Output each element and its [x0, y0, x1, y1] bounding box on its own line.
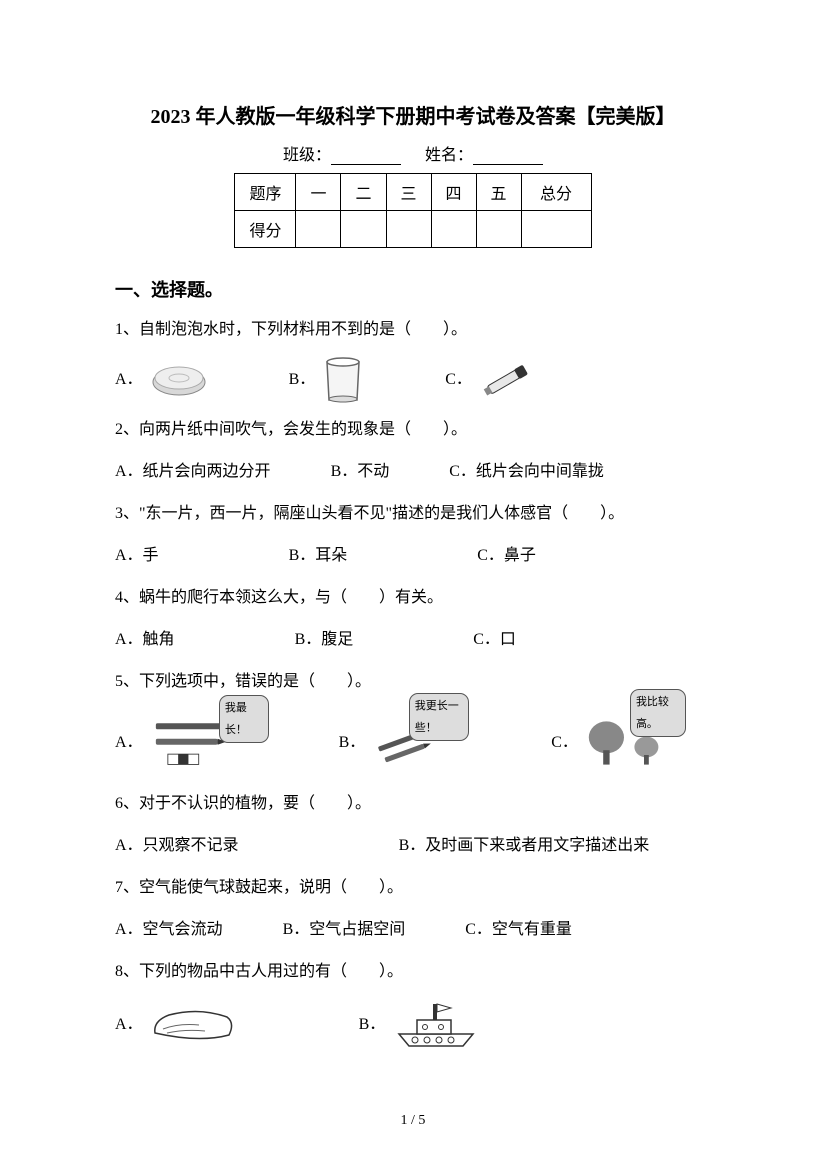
option-label: B． — [359, 1009, 386, 1041]
exam-title: 2023 年人教版一年级科学下册期中考试卷及答案【完美版】 — [115, 100, 711, 129]
option-label: A． — [115, 1009, 143, 1041]
option-c: C． 我比较高。 — [551, 708, 734, 778]
option-a: A．纸片会向两边分开 — [115, 456, 271, 488]
option-b: B． — [359, 998, 482, 1052]
score-cell[interactable] — [521, 211, 591, 248]
header-cell: 三 — [386, 174, 431, 211]
options-row: A．空气会流动 B．空气占据空间 C．空气有重量 — [115, 914, 711, 946]
question-text: 2、向两片纸中间吹气，会发生的现象是（ ）。 — [115, 414, 711, 446]
option-a: A．空气会流动 — [115, 914, 223, 946]
speech-bubble: 我最长！ — [219, 695, 269, 743]
header-cell: 一 — [296, 174, 341, 211]
options-row: A． B． — [115, 998, 711, 1052]
option-label: B． — [339, 727, 366, 759]
options-row: A．手 B．耳朵 C．鼻子 — [115, 540, 711, 572]
name-label: 姓名： — [425, 147, 473, 164]
option-a: A．手 — [115, 540, 159, 572]
speech-bubble: 我更长一些！ — [409, 693, 470, 741]
option-label: A． — [115, 727, 143, 759]
score-cell[interactable] — [341, 211, 386, 248]
table-row: 题序 一 二 三 四 五 总分 — [235, 174, 591, 211]
option-c: C．空气有重量 — [465, 914, 572, 946]
option-c: C． — [445, 360, 534, 400]
option-c: C．口 — [473, 624, 516, 656]
score-cell[interactable] — [386, 211, 431, 248]
option-label: A． — [115, 364, 143, 396]
header-cell: 总分 — [521, 174, 591, 211]
class-blank[interactable] — [331, 147, 401, 165]
options-row: A． B． C． — [115, 356, 711, 404]
section-heading: 一、选择题。 — [115, 276, 711, 302]
glass-icon — [321, 356, 365, 404]
header-cell: 四 — [431, 174, 476, 211]
score-cell[interactable] — [431, 211, 476, 248]
header-cell: 二 — [341, 174, 386, 211]
table-row: 得分 — [235, 211, 591, 248]
marker-icon — [478, 360, 534, 400]
option-a: A． — [115, 1003, 239, 1047]
soap-icon — [149, 362, 209, 398]
page-number: 1 / 5 — [0, 1113, 826, 1129]
option-b: B．耳朵 — [289, 540, 348, 572]
class-name-line: 班级： 姓名： — [115, 141, 711, 165]
question-text: 7、空气能使气球鼓起来，说明（ ）。 — [115, 872, 711, 904]
option-c: C．纸片会向中间靠拢 — [449, 456, 604, 488]
question-text: 6、对于不认识的植物，要（ ）。 — [115, 788, 711, 820]
score-cell[interactable] — [476, 211, 521, 248]
name-blank[interactable] — [473, 147, 543, 165]
header-cell: 五 — [476, 174, 521, 211]
question-text: 4、蜗牛的爬行本领这么大，与（ ）有关。 — [115, 582, 711, 614]
option-b: B．及时画下来或者用文字描述出来 — [399, 830, 650, 862]
score-table: 题序 一 二 三 四 五 总分 得分 — [234, 173, 591, 248]
option-a: A． 我最长！ — [115, 708, 299, 778]
option-label: C． — [551, 727, 578, 759]
options-row: A．只观察不记录 B．及时画下来或者用文字描述出来 — [115, 830, 711, 862]
option-label: B． — [289, 364, 316, 396]
option-a: A． — [115, 362, 209, 398]
ship-icon — [391, 998, 481, 1052]
speech-bubble: 我比较高。 — [630, 689, 686, 737]
options-row: A．触角 B．腹足 C．口 — [115, 624, 711, 656]
question-text: 1、自制泡泡水时，下列材料用不到的是（ ）。 — [115, 314, 711, 346]
option-b: B． — [289, 356, 366, 404]
question-text: 3、"东一片，西一片，隔座山头看不见"描述的是我们人体感官（ ）。 — [115, 498, 711, 530]
score-label-cell: 得分 — [235, 211, 296, 248]
options-row: A． 我最长！ B． 我更长一些！ C． — [115, 708, 711, 778]
header-cell: 题序 — [235, 174, 296, 211]
option-b: B．不动 — [331, 456, 390, 488]
option-a: A．只观察不记录 — [115, 830, 239, 862]
question-text: 8、下列的物品中古人用过的有（ ）。 — [115, 956, 711, 988]
stone-tool-icon — [149, 1003, 239, 1047]
option-a: A．触角 — [115, 624, 175, 656]
option-b: B．腹足 — [295, 624, 354, 656]
option-b: B． 我更长一些！ — [339, 708, 512, 778]
option-label: C． — [445, 364, 472, 396]
score-cell[interactable] — [296, 211, 341, 248]
option-c: C．鼻子 — [477, 540, 536, 572]
class-label: 班级： — [283, 147, 331, 164]
options-row: A．纸片会向两边分开 B．不动 C．纸片会向中间靠拢 — [115, 456, 711, 488]
option-b: B．空气占据空间 — [283, 914, 406, 946]
